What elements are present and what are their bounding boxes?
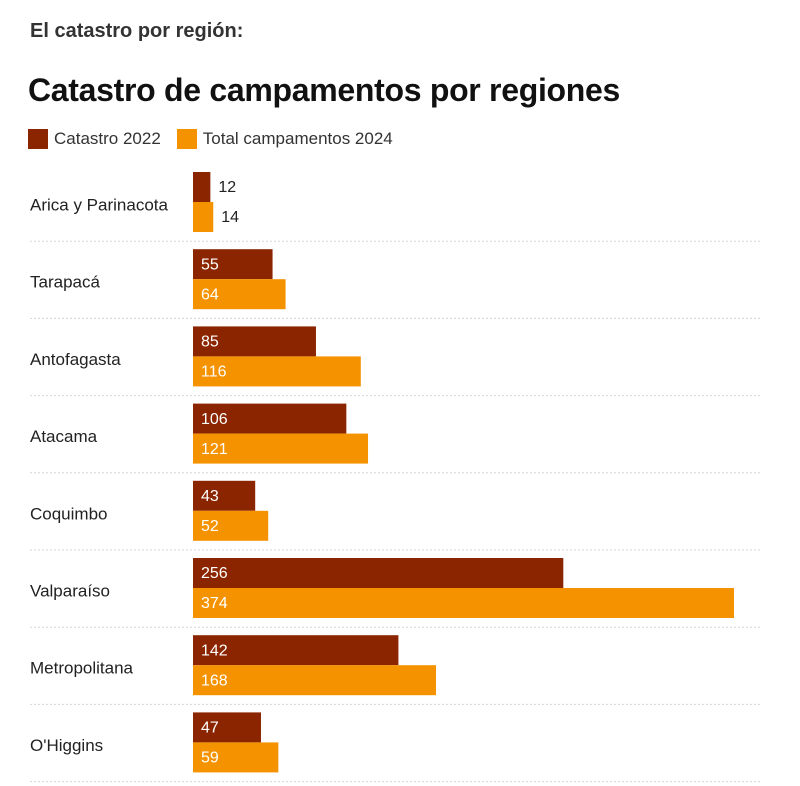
legend-swatch-series2: [176, 129, 197, 149]
bar-campamentos-2024: [193, 665, 437, 696]
bar-catastro-2022: [193, 712, 261, 743]
data-label: 12: [218, 179, 236, 196]
bar-catastro-2022: [193, 480, 256, 511]
chart-title: Catastro de campamentos por regiones: [28, 72, 621, 108]
data-label: 43: [201, 488, 219, 505]
data-label: 85: [201, 334, 219, 351]
data-label: 116: [201, 364, 227, 381]
legend: Catastro 2022 Total campamentos 2024: [28, 129, 409, 149]
bar-catastro-2022: [193, 403, 347, 434]
bar-campamentos-2024: [193, 742, 279, 773]
category-label: Coquimbo: [30, 504, 108, 523]
category-label: Valparaíso: [30, 581, 110, 600]
bar-campamentos-2024: [193, 510, 269, 541]
data-label: 256: [201, 565, 228, 582]
category-label: Antofagasta: [30, 350, 121, 369]
bar-catastro-2022: [193, 635, 399, 666]
category-label: Arica y Parinacota: [30, 195, 168, 214]
data-label: 168: [201, 672, 228, 689]
category-label: Atacama: [30, 427, 98, 446]
legend-item-series1: Catastro 2022: [28, 129, 161, 149]
bar-campamentos-2024: [193, 356, 361, 387]
legend-label-series2: Total campamentos 2024: [202, 129, 393, 148]
data-label: 59: [201, 750, 219, 767]
bar-campamentos-2024: [193, 202, 214, 232]
bar-campamentos-2024: [193, 279, 286, 310]
data-label: 374: [201, 595, 228, 612]
data-label: 47: [201, 720, 219, 737]
legend-item-series2: Total campamentos 2024: [176, 129, 393, 149]
bar-catastro-2022: [193, 249, 273, 280]
legend-swatch-series1: [28, 129, 48, 149]
data-label: 55: [201, 256, 219, 273]
bar-campamentos-2024: [193, 433, 369, 464]
bar-catastro-2022: [193, 558, 564, 588]
data-label: 64: [201, 286, 219, 303]
data-label: 52: [201, 518, 219, 535]
section-label: El catastro por región:: [30, 20, 244, 42]
data-label: 121: [201, 441, 228, 458]
bar-campamentos-2024: [193, 588, 734, 618]
bar-catastro-2022: [193, 326, 316, 357]
category-label: Metropolitana: [30, 659, 134, 678]
legend-label-series1: Catastro 2022: [54, 129, 161, 148]
bar-catastro-2022: [193, 172, 211, 202]
data-label: 14: [221, 209, 239, 226]
data-label: 142: [201, 642, 228, 659]
data-label: 106: [201, 411, 228, 428]
category-label: Tarapacá: [30, 273, 100, 292]
category-label: O'Higgins: [30, 736, 103, 755]
